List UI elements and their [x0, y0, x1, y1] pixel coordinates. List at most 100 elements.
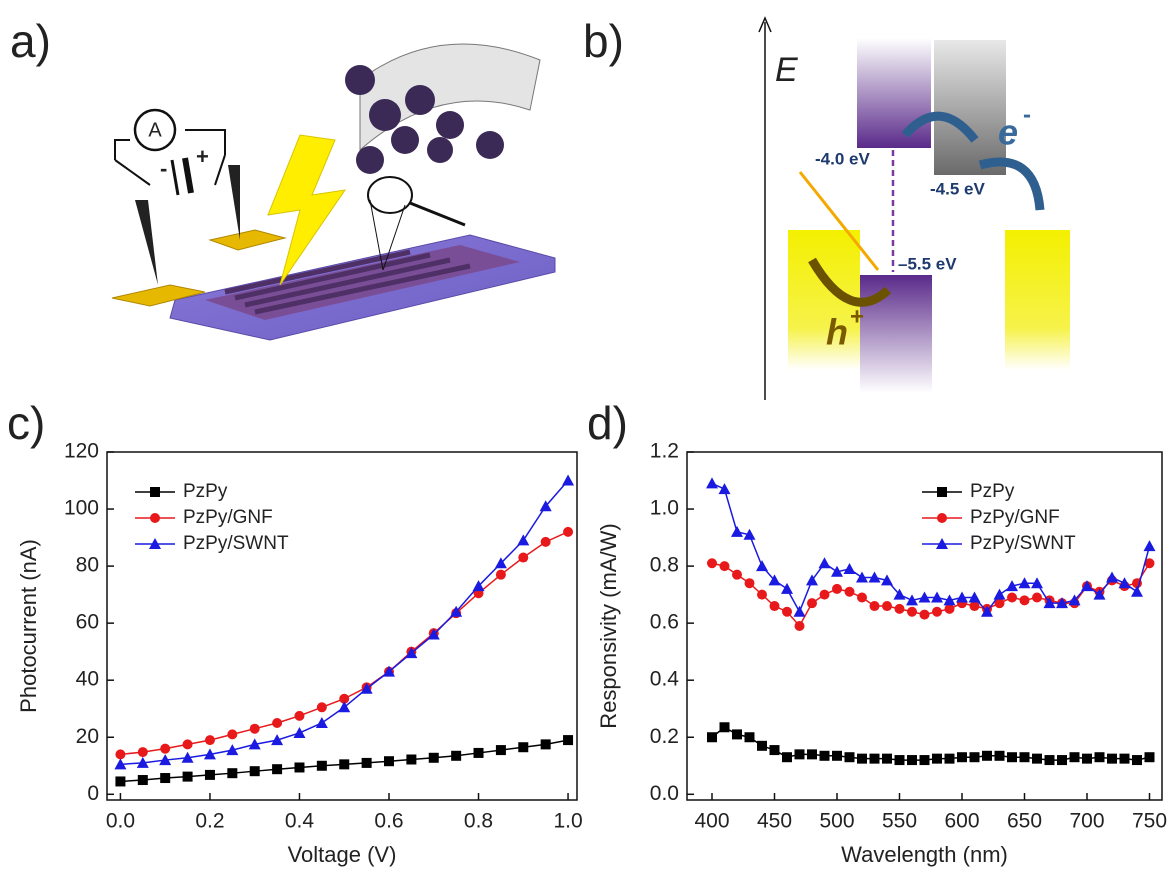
electrode-block: [1005, 230, 1070, 370]
y-tick-label: 120: [64, 440, 99, 463]
marker: [720, 561, 730, 571]
marker: [820, 751, 830, 761]
marker: [362, 758, 372, 768]
y-tick-label: 0.4: [650, 668, 680, 691]
probe: [228, 165, 240, 240]
probe: [135, 200, 158, 285]
marker: [250, 724, 260, 734]
marker: [731, 526, 743, 537]
marker: [294, 762, 304, 772]
marker: [782, 752, 792, 762]
marker: [205, 735, 215, 745]
marker: [1107, 754, 1117, 764]
marker: [982, 751, 992, 761]
lightning: [268, 135, 345, 285]
marker: [857, 592, 867, 602]
marker: [945, 604, 955, 614]
marker: [1132, 755, 1142, 765]
marker: [807, 749, 817, 759]
marker: [719, 483, 731, 494]
marker: [272, 718, 282, 728]
marker: [316, 717, 328, 728]
y-tick-label: 100: [64, 497, 99, 520]
y-axis-title: Photocurrent (nA): [16, 539, 41, 713]
marker: [451, 751, 461, 761]
x-tick-label: 0.8: [464, 810, 493, 833]
marker: [770, 745, 780, 755]
marker: [845, 752, 855, 762]
battery: [172, 160, 178, 195]
x-tick-label: 750: [1132, 810, 1167, 833]
x-tick-label: 0.0: [106, 810, 135, 833]
marker: [1057, 755, 1067, 765]
legend-label: PzPy/SWNT: [970, 533, 1076, 554]
marker: [844, 563, 856, 574]
energy-axis-label: E: [775, 51, 798, 89]
chart: c)0.00.20.40.60.81.0020406080100120Volta…: [7, 397, 583, 867]
marker: [406, 754, 416, 764]
lumo-block: [857, 38, 931, 148]
battery-minus: -: [160, 156, 167, 181]
marker: [895, 604, 905, 614]
y-tick-label: 80: [76, 554, 99, 577]
marker: [496, 745, 506, 755]
marker: [294, 711, 304, 721]
marker: [227, 768, 237, 778]
marker: [1095, 752, 1105, 762]
legend-label: PzPy: [183, 481, 228, 502]
marker: [932, 607, 942, 617]
x-axis-title: Voltage (V): [288, 842, 397, 867]
plot-frame: [107, 452, 577, 800]
marker: [115, 749, 125, 759]
homo-block: [860, 275, 932, 393]
legend-label: PzPy/SWNT: [183, 533, 289, 554]
marker: [870, 601, 880, 611]
legend-label: PzPy/GNF: [183, 507, 273, 528]
legend-marker: [937, 487, 947, 497]
marker: [541, 537, 551, 547]
marker: [757, 741, 767, 751]
marker: [138, 775, 148, 785]
magnifier: [410, 203, 465, 225]
marker: [496, 570, 506, 580]
marker: [1131, 586, 1143, 597]
marker: [870, 754, 880, 764]
marker: [115, 776, 125, 786]
marker: [541, 739, 551, 749]
marker: [945, 754, 955, 764]
ammeter-label: A: [148, 119, 162, 141]
marker: [293, 727, 305, 738]
marker: [819, 557, 831, 568]
marker: [794, 606, 806, 617]
x-tick-label: 0.2: [195, 810, 224, 833]
marker: [920, 755, 930, 765]
marker: [1070, 752, 1080, 762]
marker: [970, 752, 980, 762]
marker: [1106, 572, 1118, 583]
x-tick-label: 700: [1069, 810, 1104, 833]
x-tick-label: 0.4: [285, 810, 315, 833]
marker: [317, 761, 327, 771]
marker: [782, 607, 792, 617]
marker: [732, 729, 742, 739]
electron-charge: -: [1023, 101, 1031, 128]
x-tick-label: 1.0: [553, 810, 582, 833]
energy-level: –5.5 eV: [898, 254, 957, 273]
marker: [563, 527, 573, 537]
marker: [138, 747, 148, 757]
marker: [832, 751, 842, 761]
marker: [518, 742, 528, 752]
marker: [1144, 540, 1156, 551]
marker: [183, 739, 193, 749]
marker: [1020, 752, 1030, 762]
y-axis-title: Responsivity (mA/W): [596, 523, 621, 728]
marker: [995, 751, 1005, 761]
marker: [907, 607, 917, 617]
marker: [1120, 754, 1130, 764]
marker: [745, 578, 755, 588]
x-tick-label: 650: [1007, 810, 1042, 833]
marker: [1045, 755, 1055, 765]
marker: [756, 560, 768, 571]
marker: [227, 729, 237, 739]
